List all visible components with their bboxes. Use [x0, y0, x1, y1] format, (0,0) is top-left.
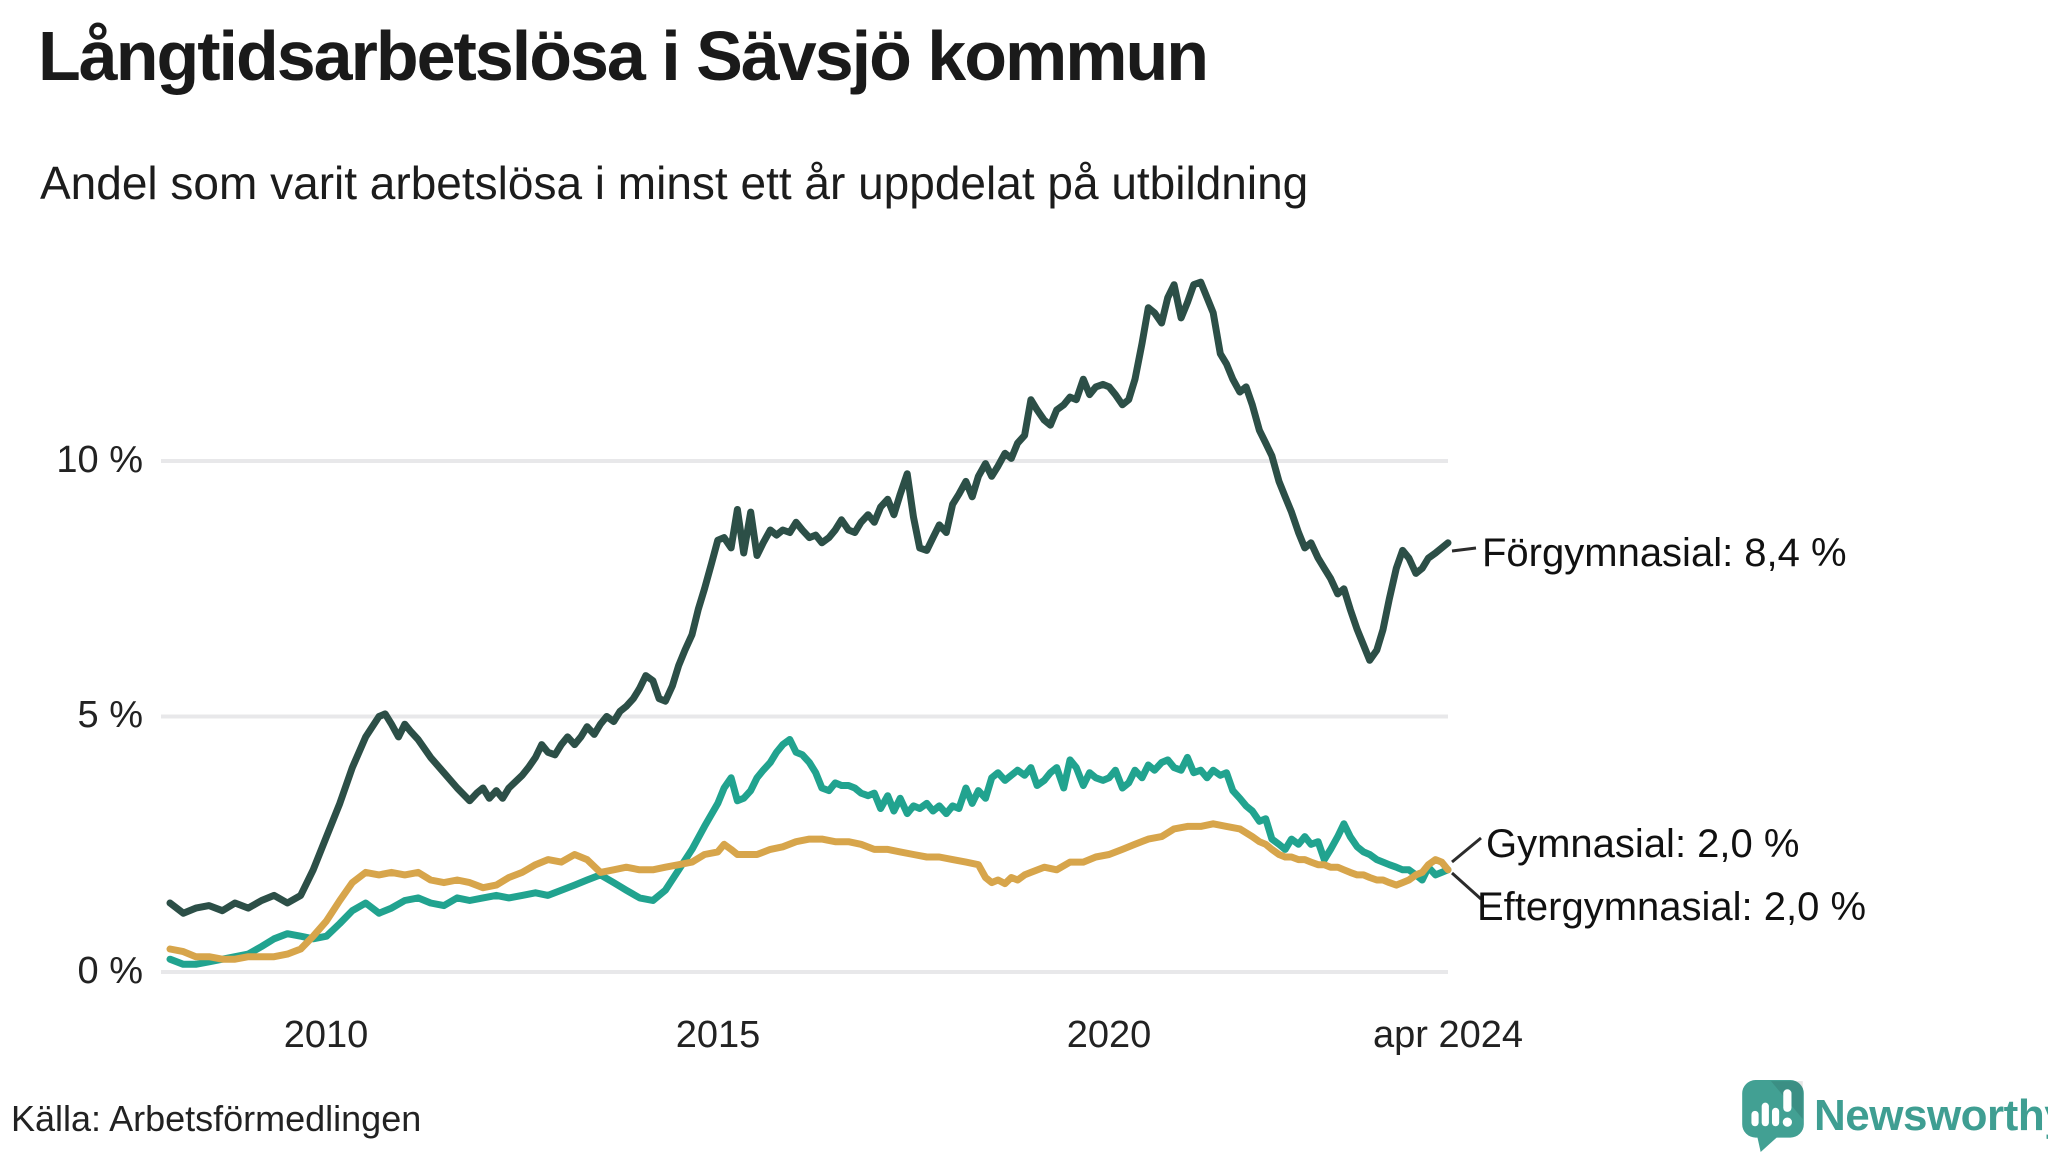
gridlines: [161, 459, 1448, 974]
chart-subtitle: Andel som varit arbetslösa i minst ett å…: [40, 157, 1309, 209]
leader-line-eftergymnasial: [1450, 871, 1483, 901]
x-axis-tick-label-apr-2024: apr 2024: [1372, 1014, 1523, 1056]
newsworthy-wordmark: Newsworthy: [1814, 1091, 2048, 1140]
x-axis-tick-label-2010: 2010: [283, 1014, 369, 1056]
series-line-frgymnasial: [166, 278, 1452, 917]
series-end-label-gymnasial: Gymnasial: 2,0 %: [1486, 822, 1800, 866]
x-axis-tick-label-2015: 2015: [675, 1014, 761, 1056]
annotation-connectors: [1450, 546, 1483, 901]
newsworthy-logo: Newsworthy: [1740, 1078, 2048, 1152]
leader-line-gymnasial: [1451, 836, 1482, 864]
x-axis-tick-label-2020: 2020: [1066, 1014, 1152, 1056]
end-tick-dash-forgymnasial: [1451, 546, 1477, 553]
series-line-gymnasial: [166, 736, 1452, 968]
source-note: Källa: Arbetsförmedlingen: [11, 1098, 422, 1139]
series-end-label-eftergymnasial: Eftergymnasial: 2,0 %: [1477, 885, 1867, 929]
y-axis-tick-label-5: 5 %: [77, 694, 143, 736]
series-line-eftergymnasial: [166, 820, 1452, 963]
newsworthy-logo-icon: [1742, 1080, 1804, 1152]
series-end-label-forgymnasial: Förgymnasial: 8,4 %: [1482, 531, 1847, 575]
y-axis-tick-label-10: 10 %: [56, 439, 143, 481]
series-lines: [166, 278, 1452, 968]
y-axis-tick-label-0: 0 %: [77, 950, 143, 992]
page-title: Långtidsarbetslösa i Sävsjö kommun: [38, 17, 1209, 95]
